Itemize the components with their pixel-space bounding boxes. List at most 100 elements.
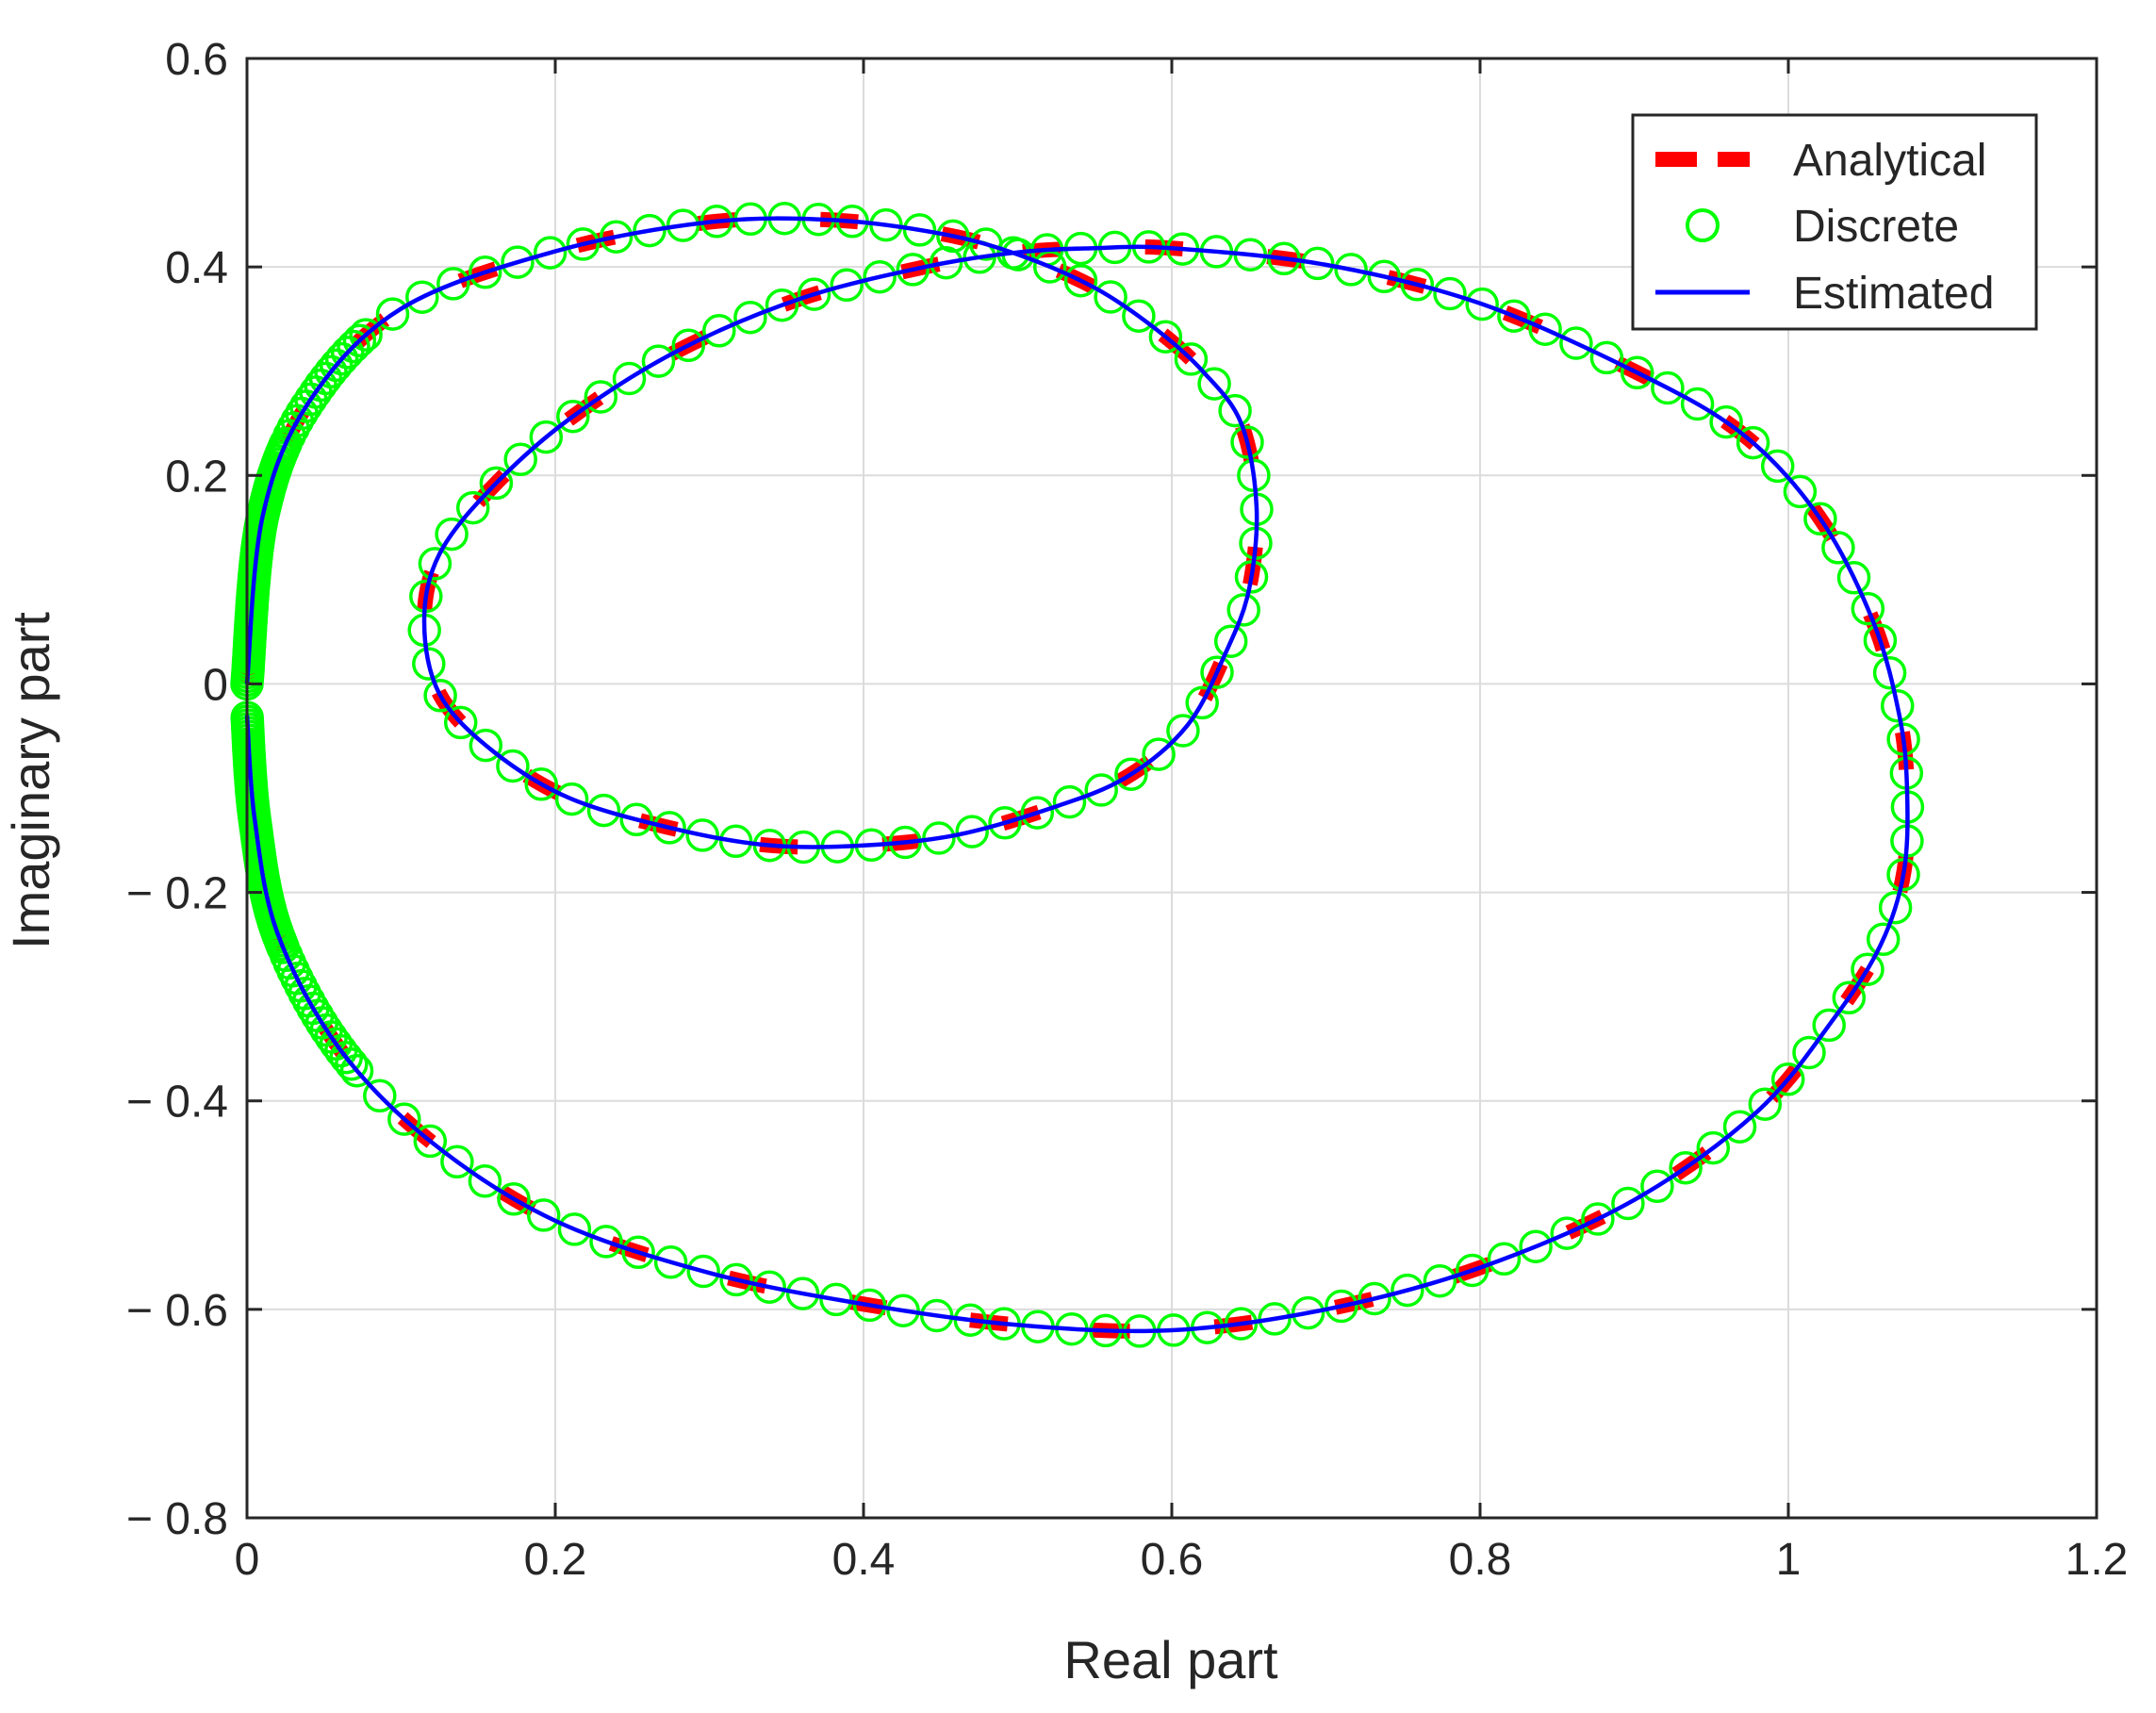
legend-label-analytical: Analytical — [1793, 136, 1986, 186]
discrete-point — [1433, 276, 1467, 311]
discrete-point — [584, 380, 618, 414]
discrete-point — [423, 679, 457, 713]
discrete-point — [929, 245, 963, 280]
discrete-point — [496, 749, 530, 783]
discrete-point — [324, 341, 359, 376]
discrete-point — [413, 1124, 448, 1159]
y-tick-label: 0 — [203, 660, 228, 710]
discrete-point — [469, 728, 503, 763]
discrete-point — [443, 705, 478, 740]
discrete-point — [1325, 1289, 1358, 1324]
discrete-point — [1063, 263, 1098, 298]
discrete-point — [1651, 371, 1685, 405]
discrete-point — [1812, 1008, 1846, 1043]
discrete-point — [1020, 796, 1055, 830]
discrete-point — [1803, 502, 1837, 536]
discrete-point — [526, 1198, 561, 1232]
discrete-point — [1866, 922, 1901, 957]
discrete-point — [1851, 952, 1884, 986]
discrete-point — [1821, 531, 1855, 565]
discrete-point — [1358, 1281, 1391, 1316]
discrete-point — [1519, 1229, 1553, 1263]
discrete-point — [1696, 1130, 1731, 1165]
y-axis-label: Imaginary part — [1, 612, 60, 949]
discrete-point — [1550, 1216, 1584, 1250]
legend-label-discrete: Discrete — [1793, 202, 1959, 252]
discrete-point — [1878, 890, 1913, 925]
y-tick-label: − 0.2 — [126, 869, 228, 919]
discrete-point — [685, 818, 719, 852]
discrete-point — [557, 1212, 592, 1246]
discrete-point — [375, 297, 410, 331]
discrete-point — [468, 255, 502, 289]
legend-label-estimated: Estimated — [1793, 269, 1994, 319]
discrete-point — [589, 1225, 623, 1259]
discrete-point — [633, 213, 667, 248]
discrete-point — [1300, 246, 1335, 281]
discrete-point — [363, 1079, 397, 1113]
discrete-point — [533, 236, 568, 270]
discrete-point — [902, 213, 937, 247]
discrete-point — [497, 1182, 531, 1216]
discrete-point — [503, 442, 537, 477]
discrete-point — [819, 1282, 853, 1317]
discrete-point — [1465, 287, 1499, 321]
discrete-point — [524, 767, 558, 801]
y-tick-label: − 0.4 — [126, 1078, 228, 1128]
discrete-point — [1185, 685, 1219, 720]
discrete-point — [652, 811, 686, 845]
discrete-point — [1611, 1186, 1645, 1221]
discrete-point — [1770, 1062, 1805, 1096]
discrete-point — [1213, 624, 1248, 658]
discrete-point — [1783, 474, 1818, 509]
y-tick-label: 0.6 — [165, 35, 228, 85]
discrete-point — [418, 547, 453, 581]
discrete-point — [1559, 326, 1593, 360]
x-axis-label: Real part — [1063, 1630, 1278, 1689]
discrete-point — [1226, 593, 1260, 627]
x-tick-label: 0.2 — [524, 1535, 587, 1585]
discrete-point — [1863, 623, 1898, 657]
discrete-point — [1748, 1087, 1783, 1121]
discrete-point — [702, 314, 736, 348]
discrete-point — [405, 280, 439, 314]
discrete-point — [1832, 980, 1867, 1015]
discrete-point — [612, 361, 647, 396]
y-tick-label: 0.4 — [165, 243, 228, 293]
discrete-point — [1234, 560, 1269, 594]
discrete-point — [1218, 393, 1252, 428]
discrete-point — [1589, 340, 1624, 375]
discrete-point — [1736, 425, 1770, 460]
discrete-point — [529, 420, 564, 454]
discrete-point — [830, 268, 864, 303]
discrete-point — [621, 1235, 655, 1270]
discrete-point — [686, 1254, 720, 1289]
discrete-point — [337, 329, 370, 364]
discrete-point — [1114, 757, 1148, 791]
x-tick-label: 1 — [1776, 1535, 1802, 1585]
discrete-point — [1528, 312, 1562, 346]
discrete-point — [619, 802, 653, 837]
discrete-point — [586, 793, 621, 828]
discrete-point — [412, 647, 446, 681]
y-tick-label: − 0.6 — [126, 1286, 228, 1336]
discrete-point — [886, 1293, 920, 1327]
discrete-point — [1760, 449, 1795, 484]
discrete-point — [653, 1245, 688, 1279]
discrete-point — [1722, 1110, 1757, 1144]
discrete-point — [852, 1288, 887, 1323]
discrete-point — [599, 220, 634, 254]
discrete-point — [1230, 425, 1264, 459]
discrete-point — [1880, 688, 1915, 723]
discrete-point — [566, 227, 601, 261]
x-tick-label: 0.4 — [832, 1535, 896, 1585]
discrete-point — [863, 259, 897, 294]
discrete-point — [435, 517, 469, 552]
discrete-point — [440, 1145, 474, 1179]
discrete-point — [797, 277, 831, 311]
discrete-point — [1166, 714, 1200, 748]
discrete-point — [641, 344, 676, 378]
x-tick-label: 1.2 — [2065, 1535, 2129, 1585]
discrete-point — [1640, 1169, 1674, 1204]
